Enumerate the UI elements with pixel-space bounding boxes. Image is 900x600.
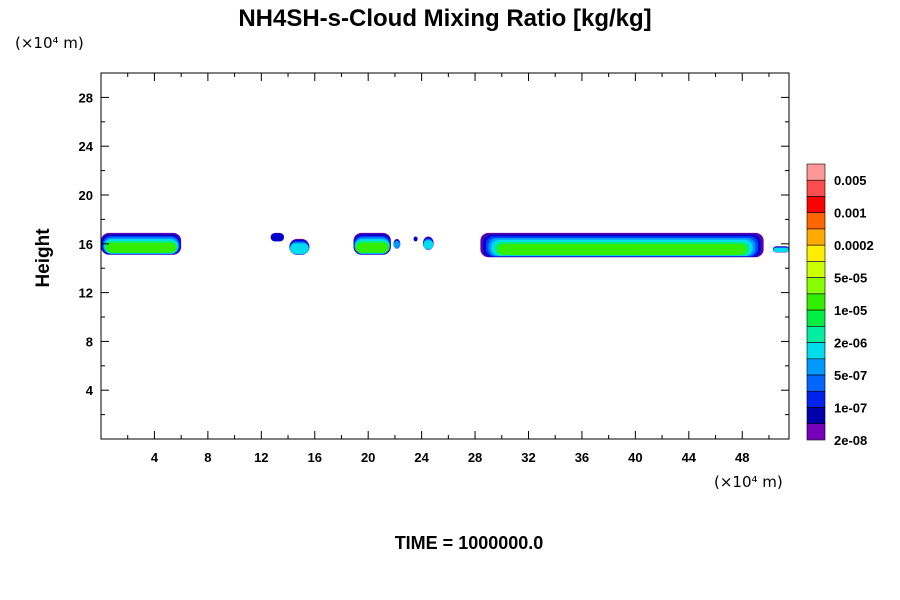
y-tick-label-1: 8 — [86, 334, 93, 349]
colorbar-label-2: 0.0002 — [834, 238, 874, 253]
chart-title: NH4SH-s-Cloud Mixing Ratio [kg/kg] — [238, 5, 651, 32]
cloud-patch-0-level-6 — [105, 242, 177, 253]
cloud-patch-3-level-6 — [355, 242, 389, 253]
colorbar-swatch-3 — [806, 212, 826, 230]
x-tick-label-7: 32 — [521, 450, 535, 465]
colorbar-label-1: 0.001 — [834, 206, 867, 221]
colorbar-swatch-1 — [806, 179, 826, 197]
cloud-patch-1-level-1 — [270, 233, 284, 242]
plot-area — [101, 232, 789, 258]
colorbar-swatch-16 — [806, 423, 826, 441]
colorbar-swatch-2 — [806, 196, 826, 214]
colorbar-swatch-13 — [806, 374, 826, 392]
cloud-patch-4-level-3 — [393, 241, 401, 249]
x-tick-label-3: 16 — [308, 450, 322, 465]
cloud-patch-7-level-6 — [497, 243, 747, 255]
colorbar-swatch-14 — [806, 390, 826, 408]
cloud-patch-5-level-1 — [413, 236, 418, 242]
y-axis-unit: (×10⁴ m) — [15, 34, 84, 52]
cloud-patch-6 — [422, 236, 434, 250]
x-tick-label-9: 40 — [628, 450, 642, 465]
colorbar-swatch-15 — [806, 407, 826, 425]
cloud-patch-1 — [270, 232, 285, 242]
colorbar-swatch-6 — [806, 261, 826, 278]
colorbar: 0.005 0.001 0.0002 5e-05 1e-05 2e-06 5e-07 1e-0… — [806, 163, 874, 448]
colorbar-label-4: 1e-05 — [834, 303, 867, 318]
y-tick-label-5: 24 — [79, 139, 94, 154]
colorbar-label-0: 0.005 — [834, 173, 867, 188]
colorbar-swatch-11 — [806, 342, 826, 360]
colorbar-swatch-8 — [806, 293, 826, 311]
cloud-patch-4 — [393, 238, 401, 249]
colorbar-swatch-10 — [806, 326, 826, 343]
y-tick-label-0: 4 — [86, 383, 94, 398]
colorbar-swatch-9 — [806, 309, 826, 327]
x-tick-label-11: 48 — [735, 450, 749, 465]
x-tick-label-0: 4 — [151, 450, 159, 465]
colorbar-swatch-7 — [806, 277, 826, 295]
cloud-patch-5 — [413, 236, 418, 242]
x-axis-unit: (×10⁴ m) — [714, 473, 783, 491]
time-label: TIME = 1000000.0 — [395, 533, 544, 553]
x-tick-label-2: 12 — [254, 450, 268, 465]
colorbar-label-8: 2e-08 — [834, 433, 867, 448]
cloud-patch-0 — [101, 232, 182, 255]
x-tick-label-6: 28 — [468, 450, 482, 465]
colorbar-label-7: 1e-07 — [834, 401, 867, 416]
x-tick-label-1: 8 — [204, 450, 211, 465]
y-tick-label-3: 16 — [79, 237, 93, 252]
plot-frame — [100, 72, 790, 440]
colorbar-swatch-12 — [806, 358, 826, 376]
cloud-patch-8 — [772, 246, 789, 253]
colorbar-swatch-4 — [806, 228, 826, 246]
x-tick-label-4: 20 — [361, 450, 375, 465]
x-tick-label-10: 44 — [682, 450, 697, 465]
x-tick-label-8: 36 — [575, 450, 589, 465]
y-tick-label-2: 12 — [79, 286, 93, 301]
y-axis-label: Height — [33, 228, 54, 288]
y-tick-label-4: 20 — [79, 188, 93, 203]
y-axis-ticks: 4 8 12 16 20 24 28 — [79, 90, 789, 416]
x-tick-label-5: 24 — [414, 450, 429, 465]
y-tick-label-6: 28 — [79, 90, 93, 105]
cloud-patch-2 — [289, 238, 310, 255]
colorbar-swatch-5 — [806, 244, 826, 262]
cloud-patch-3 — [353, 232, 391, 255]
cloud-patch-6-level-4 — [423, 240, 434, 250]
cloud-patch-8-level-4 — [773, 247, 789, 252]
colorbar-label-6: 5e-07 — [834, 368, 867, 383]
x-axis-ticks: 4 8 12 16 20 24 28 32 36 40 44 48 — [127, 73, 770, 465]
colorbar-label-5: 2e-06 — [834, 336, 867, 351]
colorbar-swatch-0 — [806, 163, 826, 181]
colorbar-label-3: 5e-05 — [834, 271, 867, 286]
cloud-patch-2-level-4 — [290, 243, 309, 254]
cloud-patch-7 — [480, 232, 764, 258]
